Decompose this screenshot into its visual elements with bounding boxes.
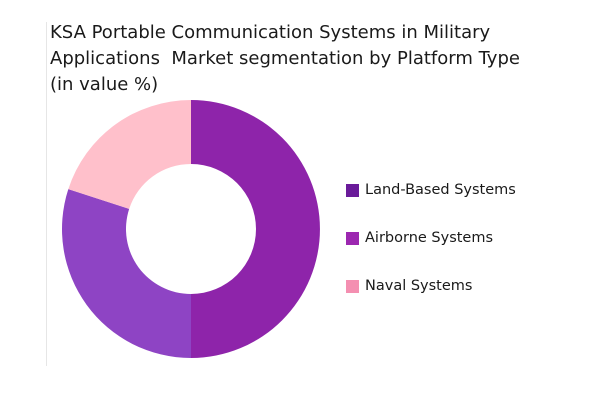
legend-swatch-land-based (346, 183, 359, 197)
chart-title-line-3: (in value %) (50, 74, 159, 95)
chart-legend: Land-Based Systems Airborne Systems Nava… (346, 178, 516, 322)
donut-slice-naval (68, 100, 191, 209)
legend-item-airborne: Airborne Systems (346, 226, 516, 250)
left-rule (46, 22, 47, 366)
legend-label-airborne: Airborne Systems (365, 230, 494, 246)
chart-title: KSA Portable Communication Systems in Mi… (50, 20, 590, 98)
chart-title-line-1: KSA Portable Communication Systems in Mi… (50, 22, 491, 43)
legend-item-land-based: Land-Based Systems (346, 178, 516, 202)
donut-slice-airborne (62, 189, 192, 358)
chart-title-line-2: Applications Market segmentation by Plat… (50, 48, 520, 69)
legend-swatch-airborne (346, 231, 359, 245)
legend-label-land-based: Land-Based Systems (365, 182, 516, 198)
legend-item-naval: Naval Systems (346, 274, 516, 298)
legend-swatch-naval (346, 279, 359, 293)
legend-label-naval: Naval Systems (365, 278, 473, 294)
donut-slice-land-based (191, 100, 320, 358)
